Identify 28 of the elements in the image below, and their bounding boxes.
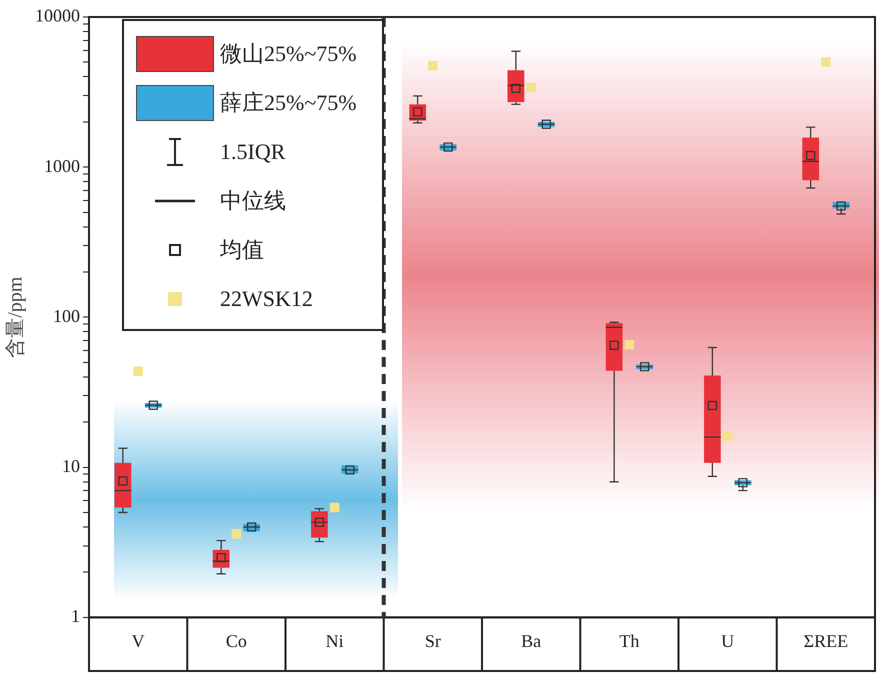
y-tick-label: 1000 [44, 156, 80, 176]
x-tick-label: Sr [424, 630, 441, 651]
point [133, 366, 143, 376]
y-tick-label: 10000 [35, 6, 80, 26]
x-tick-label: ΣREE [804, 630, 848, 651]
y-tick-label: 10 [62, 456, 80, 476]
point [232, 529, 242, 539]
x-tick-label: Th [619, 630, 640, 651]
y-axis-title: 含量/ppm [4, 276, 26, 358]
x-tick-label: Ba [521, 630, 542, 651]
point [428, 60, 438, 70]
x-tick-label: Ni [326, 630, 344, 651]
point [526, 82, 536, 92]
x-tick-label: U [721, 630, 734, 651]
annotation: 1.5IQR [220, 138, 286, 164]
x-tick-label: V [132, 630, 145, 651]
point [624, 340, 634, 350]
y-tick-label: 1 [71, 606, 80, 626]
legend-label: 22WSK12 [220, 286, 313, 312]
y-tick-label: 100 [53, 306, 80, 326]
point [821, 57, 831, 67]
legend-label: 薛庄25%~75% [220, 88, 357, 116]
annotation: 中位线 [220, 186, 286, 214]
annotation: 均值 [220, 236, 264, 264]
x-tick-label: Co [226, 630, 247, 651]
legend-label: 微山25%~75% [220, 40, 357, 68]
point [722, 432, 732, 442]
point [330, 502, 340, 512]
